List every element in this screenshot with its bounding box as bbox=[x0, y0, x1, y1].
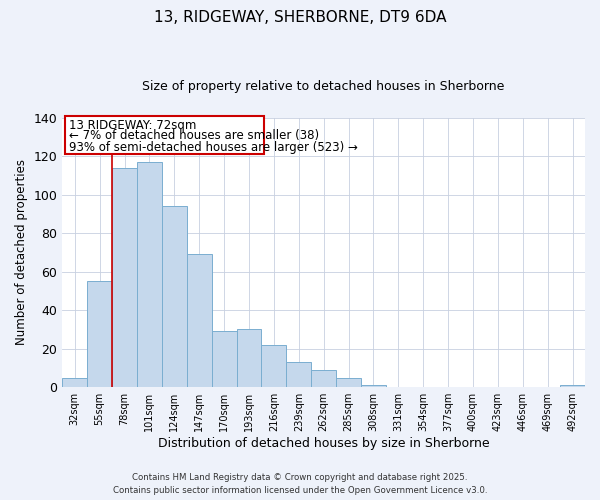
Bar bbox=[236, 330, 262, 387]
Bar bbox=[87, 282, 112, 387]
Bar bbox=[62, 378, 87, 387]
Bar bbox=[311, 370, 336, 387]
Text: ← 7% of detached houses are smaller (38): ← 7% of detached houses are smaller (38) bbox=[68, 130, 319, 142]
Text: 93% of semi-detached houses are larger (523) →: 93% of semi-detached houses are larger (… bbox=[68, 141, 358, 154]
Text: 13 RIDGEWAY: 72sqm: 13 RIDGEWAY: 72sqm bbox=[68, 118, 196, 132]
Text: 13, RIDGEWAY, SHERBORNE, DT9 6DA: 13, RIDGEWAY, SHERBORNE, DT9 6DA bbox=[154, 10, 446, 25]
Bar bbox=[162, 206, 187, 387]
Text: Contains HM Land Registry data © Crown copyright and database right 2025.
Contai: Contains HM Land Registry data © Crown c… bbox=[113, 474, 487, 495]
Y-axis label: Number of detached properties: Number of detached properties bbox=[15, 160, 28, 346]
FancyBboxPatch shape bbox=[65, 116, 264, 154]
Bar bbox=[286, 362, 311, 387]
X-axis label: Distribution of detached houses by size in Sherborne: Distribution of detached houses by size … bbox=[158, 437, 490, 450]
Bar bbox=[137, 162, 162, 387]
Bar bbox=[336, 378, 361, 387]
Bar bbox=[361, 386, 386, 387]
Bar bbox=[187, 254, 212, 387]
Bar bbox=[262, 345, 286, 387]
Title: Size of property relative to detached houses in Sherborne: Size of property relative to detached ho… bbox=[142, 80, 505, 93]
Bar bbox=[112, 168, 137, 387]
Bar bbox=[212, 332, 236, 387]
Bar bbox=[560, 386, 585, 387]
